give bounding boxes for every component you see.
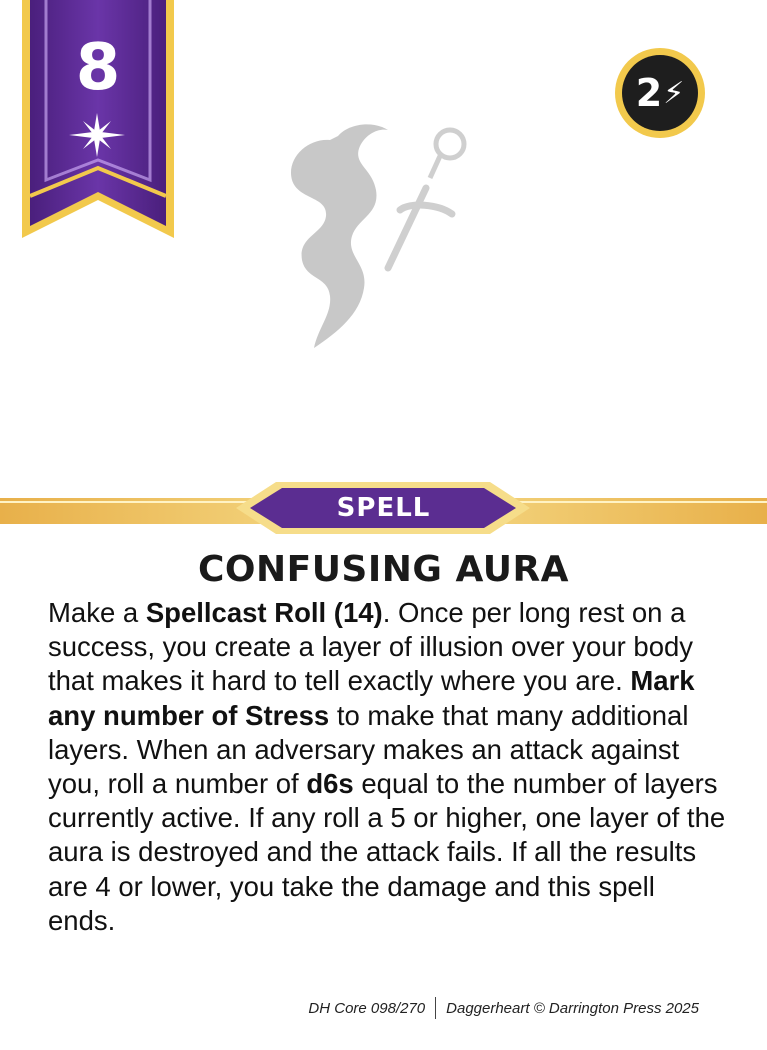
desc-bold-dice: d6s: [306, 768, 354, 800]
card-footer: DH Core 098/270 Daggerheart © Darrington…: [308, 996, 699, 1020]
desc-text: Make a: [48, 597, 146, 628]
recall-cost-badge: 2 ⚡: [613, 46, 707, 140]
card-description: Make a Spellcast Roll (14). Once per lon…: [48, 596, 728, 938]
card-number: DH Core 098/270: [308, 999, 426, 1017]
desc-text: to make that many additional layers. Whe…: [48, 699, 689, 800]
fox-dagger-emblem-icon: [268, 118, 482, 352]
desc-text: . Once per long rest on a success, you c…: [48, 597, 694, 697]
level-number: 8: [75, 31, 121, 105]
star-sparkle-icon: [64, 110, 130, 160]
card-title: CONFUSING AURA: [197, 549, 570, 590]
desc-bold-stress: Mark any number of Stress: [48, 665, 695, 731]
desc-text: equal to the number of layers currently …: [48, 768, 726, 936]
card-type-label: SPELL: [336, 493, 431, 523]
cost-value: 2: [635, 71, 663, 115]
copyright: Daggerheart © Darrington Press 2025: [446, 999, 699, 1017]
footer-separator: [435, 997, 437, 1019]
desc-bold-roll: Spellcast Roll (14): [145, 597, 383, 628]
lightning-bolt-icon: ⚡: [663, 75, 685, 111]
type-divider: [0, 478, 767, 538]
